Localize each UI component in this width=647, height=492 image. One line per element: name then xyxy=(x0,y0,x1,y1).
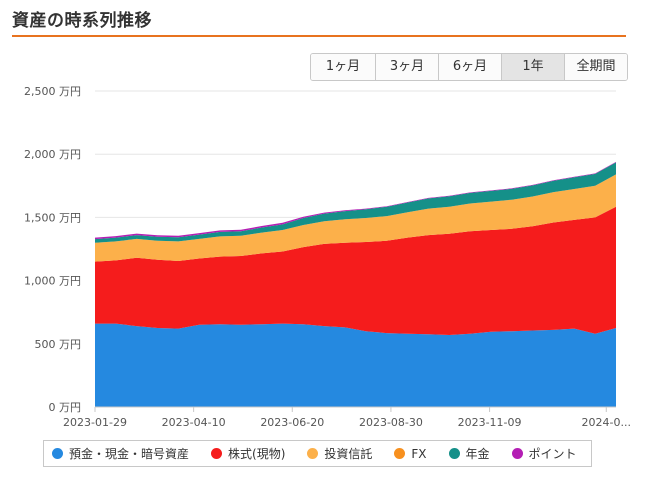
legend-label-points: ポイント xyxy=(528,447,577,461)
tab-3-months[interactable]: 3ヶ月 xyxy=(375,54,438,80)
y-tick-label: 2,000 万円 xyxy=(24,148,81,161)
x-tick-label: 2023-01-29 xyxy=(63,416,127,429)
y-tick-label: 0 万円 xyxy=(49,401,82,414)
tab-1-month[interactable]: 1ヶ月 xyxy=(311,54,375,80)
x-tick-label: 2023-11-09 xyxy=(458,416,522,429)
x-tick-label: 2023-08-30 xyxy=(359,416,423,429)
tab-1-year[interactable]: 1年 xyxy=(501,54,564,80)
y-tick-label: 1,000 万円 xyxy=(24,275,81,288)
y-tick-label: 1,500 万円 xyxy=(24,211,81,224)
tab-6-months[interactable]: 6ヶ月 xyxy=(438,54,501,80)
legend-label-stocks: 株式(現物) xyxy=(228,447,286,461)
stacked-area-chart: 0 万円 500 万円 1,000 万円 1,500 万円 2,000 万円 2,500 … xyxy=(24,85,631,429)
legend-label-pension: 年金 xyxy=(465,447,490,461)
legend-item-pension[interactable]: 年金 xyxy=(448,445,490,462)
x-tick-label: 2023-04-10 xyxy=(162,416,226,429)
page-title: 資産の時系列推移 xyxy=(12,11,152,31)
legend-item-cash[interactable]: 預金・現金・暗号資産 xyxy=(52,445,189,462)
y-tick-label: 500 万円 xyxy=(35,338,82,351)
legend-swatch-fx xyxy=(394,448,406,459)
chart-legend: 預金・現金・暗号資産 株式(現物) 投資信託 FX 年金 ポイント xyxy=(43,440,592,467)
area-series-0 xyxy=(95,323,616,407)
legend-item-stocks[interactable]: 株式(現物) xyxy=(211,445,285,462)
area-series-2 xyxy=(95,174,616,262)
legend-label-cash: 預金・現金・暗号資産 xyxy=(69,447,190,461)
legend-label-funds: 投資信託 xyxy=(324,447,373,461)
tab-all-time[interactable]: 全期間 xyxy=(564,54,627,80)
y-tick-label: 2,500 万円 xyxy=(24,85,81,98)
legend-label-fx: FX xyxy=(411,446,427,461)
x-tick-label: 2023-06-20 xyxy=(260,416,324,429)
legend-swatch-stocks xyxy=(211,448,223,459)
legend-swatch-funds xyxy=(307,448,319,459)
legend-item-points[interactable]: ポイント xyxy=(511,445,577,462)
legend-swatch-points xyxy=(511,448,523,459)
legend-swatch-cash xyxy=(52,448,63,459)
area-series-1 xyxy=(95,206,616,335)
x-tick-label: 2024-0... xyxy=(582,416,631,429)
range-tab-group: 1ヶ月 3ヶ月 6ヶ月 1年 全期間 xyxy=(310,53,628,81)
legend-swatch-pension xyxy=(448,448,460,459)
legend-item-fx[interactable]: FX xyxy=(394,446,427,461)
legend-item-funds[interactable]: 投資信託 xyxy=(307,445,372,462)
title-divider xyxy=(12,35,626,37)
